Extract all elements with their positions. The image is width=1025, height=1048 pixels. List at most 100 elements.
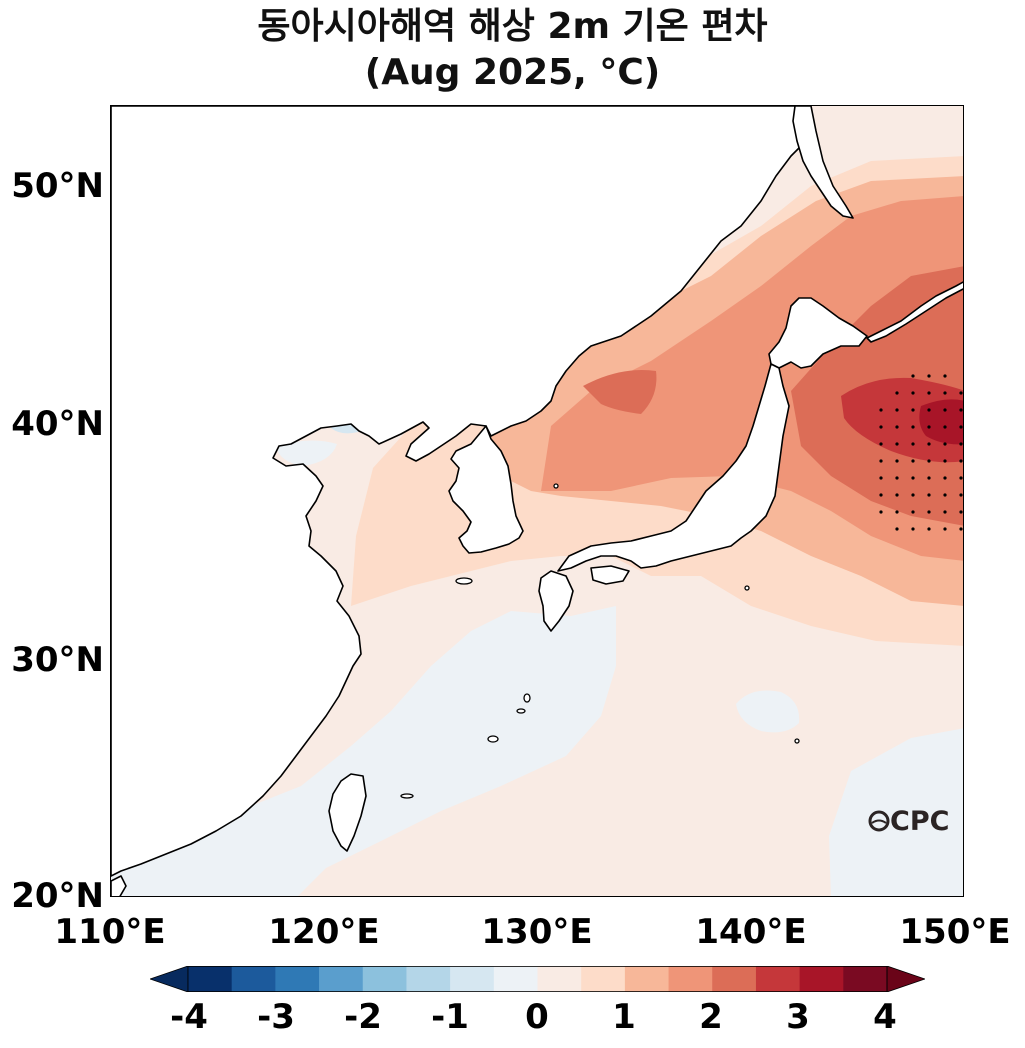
colorbar-extend-low [150,966,189,992]
stipple-dot [943,442,947,446]
stipple-dot [895,459,899,463]
lat-label-20n: 20°N [11,876,104,916]
stipple-dot [927,493,931,497]
stipple-dot [927,391,931,395]
stipple-dot [911,493,915,497]
ryukyu-island-1 [516,708,526,714]
stipple-dot [927,476,931,480]
lon-label-130e: 130°E [481,912,593,952]
stipple-dot [911,442,915,446]
colorbar-segment [406,966,451,992]
colorbar [150,966,925,992]
colorbar-segment [537,966,582,992]
cool-patch-26n [736,690,800,733]
stipple-dot [895,510,899,514]
hokkaido-island [768,297,868,369]
cool-bohai-west [276,440,337,466]
taiwan-island [328,773,367,852]
stipple-dot [895,442,899,446]
stipple-dot [927,459,931,463]
anomaly-map [111,106,963,896]
stipple-dot [959,476,963,480]
cpc-logo-mark-icon [868,810,890,832]
stipple-dot [943,408,947,412]
colorbar-segment [624,966,670,992]
stipple-dot [943,493,947,497]
stipple-dot [895,527,899,531]
negative-anomaly-regions [111,410,963,896]
stipple-dot [911,510,915,514]
map-panel [110,105,964,897]
ryukyu-island-4 [523,693,531,703]
stipple-dot [943,459,947,463]
stipple-dot [959,391,963,395]
izu-island-1 [744,585,750,591]
lon-label-120e: 120°E [268,912,380,952]
stipple-dot [911,459,915,463]
stipple-dot [943,527,947,531]
colorbar-label-minus4: -4 [170,997,208,1037]
stipple-dot [879,459,883,463]
stipple-dot [879,408,883,412]
kuril-islands [866,281,963,343]
stipple-dot [943,425,947,429]
stipple-dot [895,425,899,429]
honshu-island [557,363,790,572]
kyushu-island [538,570,574,632]
cpc-logo: CPC [868,806,949,837]
stipple-dot [927,374,931,378]
tsushima-island [553,483,559,489]
stipple-dot [959,442,963,446]
stipple-dot [943,476,947,480]
colorbar-segment [275,966,320,992]
map-subtitle: (Aug 2025, °C) [364,52,661,93]
colorbar-label-2: 2 [699,997,723,1037]
stipple-dot [879,442,883,446]
lon-label-140e: 140°E [695,912,807,952]
cool-east-china-sea [111,606,616,896]
colorbar-segment [493,966,538,992]
stipple-dot [911,425,915,429]
ryukyu-island-2 [487,735,499,743]
stipple-dot [895,493,899,497]
stipple-dot [959,527,963,531]
colorbar-segment [712,966,757,992]
colorbar-label-1: 1 [612,997,636,1037]
stipple-dot [895,408,899,412]
stipple-dot [927,442,931,446]
lat-label-50n: 50°N [11,166,104,206]
cool-southeast-region [829,728,963,896]
land-masses [111,106,963,896]
ryukyu-island-3 [400,793,414,799]
colorbar-segment [843,966,888,992]
colorbar-segment [188,966,233,992]
jeju-island [455,577,473,585]
colorbar-outline [187,966,888,992]
map-title: 동아시아해역 해상 2m 기온 편차 [257,6,768,47]
mainland-asia [111,106,802,877]
hainan-fragment [111,875,127,896]
sakhalin-island [792,106,854,219]
lat-label-30n: 30°N [11,640,104,680]
stipple-dot [895,391,899,395]
stipple-dot [959,493,963,497]
shikoku-island [590,565,630,585]
stipple-dot [959,425,963,429]
colorbar-label-minus3: -3 [257,997,295,1037]
izu-island-2 [794,738,800,744]
stipple-dot [927,408,931,412]
colorbar-segment [755,966,801,992]
colorbar-segment [799,966,844,992]
lat-label-40n: 40°N [11,404,104,444]
colorbar-segment [668,966,713,992]
cpc-logo-text: CPC [890,806,950,837]
stipple-dot [879,476,883,480]
stipple-dot [927,527,931,531]
lon-label-150e: 150°E [899,912,1011,952]
stipple-dot [911,391,915,395]
colorbar-segment [362,966,407,992]
korean-peninsula [448,425,524,554]
colorbar-label-minus2: -2 [344,997,382,1037]
warm-2-2.5-inner-west [583,370,657,414]
stipple-dot [943,391,947,395]
